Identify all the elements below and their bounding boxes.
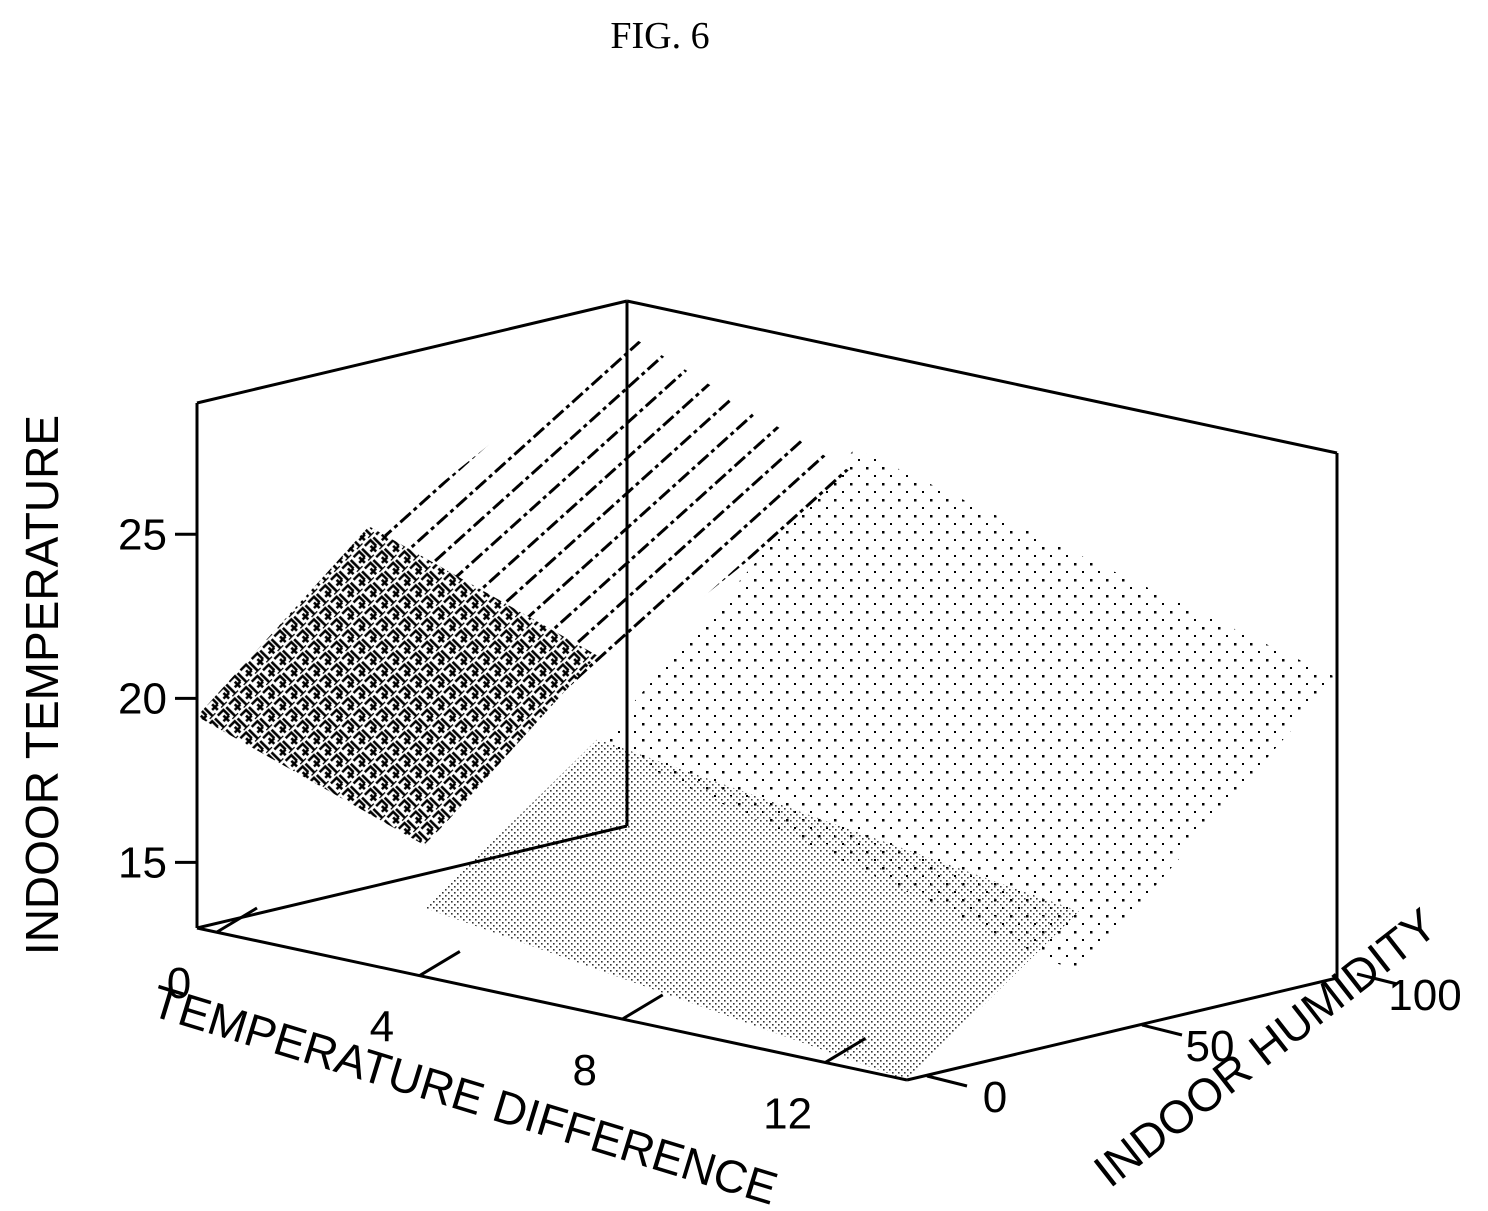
surface-regions bbox=[197, 333, 1337, 1080]
x-axis-label: TEMPERATURE DIFFERENCE bbox=[146, 975, 784, 1211]
surface-region-sparse-dot bbox=[597, 448, 1337, 974]
figure-title: FIG. 6 bbox=[610, 15, 710, 57]
y-tick-label: 50 bbox=[1186, 1022, 1235, 1071]
y-tick bbox=[1141, 1023, 1183, 1037]
x-tick bbox=[621, 993, 664, 1021]
axis-box-edge bbox=[196, 824, 628, 930]
y-tick-label: 0 bbox=[983, 1073, 1007, 1122]
z-axis-label: INDOOR TEMPERATURE bbox=[16, 415, 68, 955]
x-tick bbox=[419, 950, 461, 977]
axis-ticks: 0 4 8 12 0 50 100 15 20 25 bbox=[118, 510, 1462, 1138]
axis-box-edge bbox=[906, 976, 1338, 1082]
y-axis-label: INDOOR HUMIDITY bbox=[1084, 898, 1446, 1197]
axis-box-edge bbox=[626, 299, 1338, 455]
x-tick-label: 8 bbox=[572, 1046, 596, 1095]
axis-box-edge bbox=[196, 299, 628, 405]
z-tick-label: 25 bbox=[118, 510, 167, 559]
y-tick-label: 100 bbox=[1388, 971, 1461, 1020]
x-tick-label: 0 bbox=[167, 959, 191, 1008]
x-tick bbox=[824, 1036, 867, 1064]
y-tick bbox=[926, 1074, 968, 1088]
axis-box bbox=[195, 299, 1339, 1082]
x-tick-label: 4 bbox=[370, 1002, 394, 1051]
surface-region-fine-dot bbox=[425, 739, 1079, 1080]
x-tick bbox=[216, 906, 258, 934]
x-tick-label: 12 bbox=[763, 1089, 812, 1138]
z-tick-label: 15 bbox=[118, 838, 167, 887]
axis-box-edge bbox=[196, 926, 908, 1082]
surface-region-herringbone bbox=[197, 526, 598, 846]
z-tick-label: 20 bbox=[118, 674, 167, 723]
y-tick bbox=[1356, 972, 1398, 986]
